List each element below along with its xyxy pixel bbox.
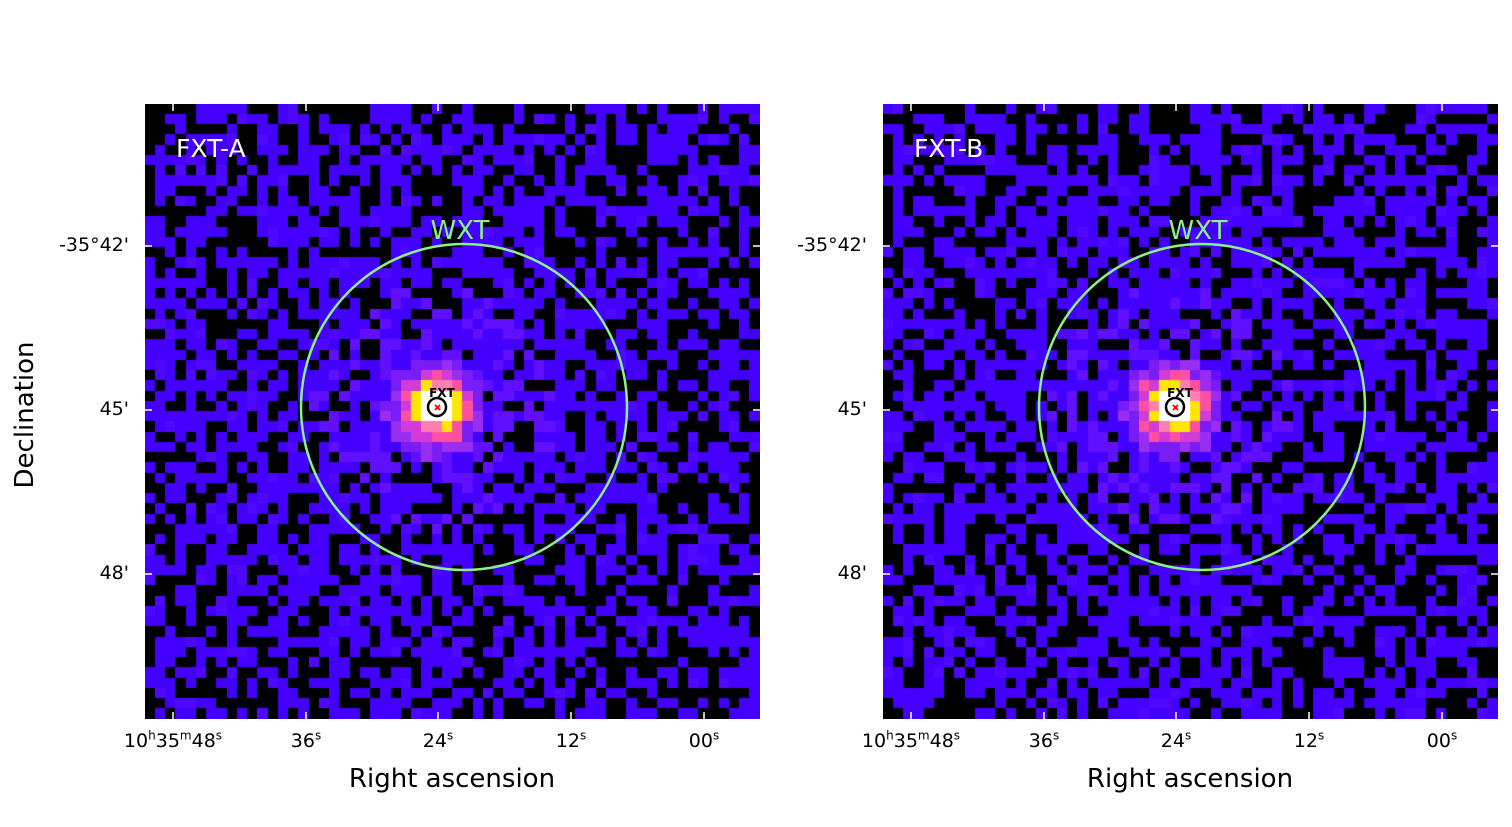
wxt-error-circle [1037,242,1367,572]
dec-tick-a-0: -35°42' [59,234,129,256]
axis-ticks [145,104,760,719]
panel-fxt-a: WXT FXT FXT-A [145,104,760,719]
panel-fxt-b: WXT FXT FXT-B [883,104,1498,719]
ra-seconds-unit: s [1450,728,1458,743]
fxt-position-marker [1172,404,1179,411]
sky-image-fxt-b [883,104,1498,719]
ra-tick-a-1: 36s [291,730,321,752]
dec-tick-a-2: 48' [99,562,129,584]
dec-tick-b-2: 48' [837,562,867,584]
overlay-fxt-b: WXT FXT [883,104,1498,719]
ra-tick-b-2: 24s [1161,730,1191,752]
ra-hours: 10 [861,730,887,752]
ra-seconds-unit: s [215,728,223,743]
ra-seconds-unit: s [579,728,587,743]
ra-tick-b-3: 12s [1294,730,1324,752]
ra-seconds-unit: s [953,728,961,743]
wxt-error-circle [299,242,629,572]
ra-seconds: 36 [290,730,315,752]
x-axis-title-a: Right ascension [348,764,556,794]
ra-tick-b-0: 10h35m48s [862,730,960,752]
fxt-position-marker [434,404,441,411]
ra-minutes: 35 [155,730,180,752]
y-axis-title: Declination [10,341,40,489]
fxt-circle-label: FXT [429,386,455,400]
ra-seconds: 00 [688,730,713,752]
ra-minutes-unit: m [917,728,930,743]
ra-seconds: 12 [1293,730,1318,752]
wxt-circle-label: WXT [431,216,490,246]
ra-tick-a-4: 00s [689,730,719,752]
panel-label-fxt-a: FXT-A [176,134,246,163]
wxt-circle-label: WXT [1169,216,1228,246]
ra-seconds-unit: s [314,728,322,743]
fxt-error-circle [1164,396,1186,418]
dec-tick-b-1: 45' [837,398,867,420]
ra-seconds: 00 [1426,730,1451,752]
ra-seconds-unit: s [1184,728,1192,743]
ra-seconds: 48 [929,730,954,752]
ra-tick-a-3: 12s [556,730,586,752]
ra-seconds: 12 [555,730,580,752]
ra-tick-a-0: 10h35m48s [124,730,222,752]
dec-tick-b-0: -35°42' [797,234,867,256]
axis-ticks [883,104,1498,719]
ra-hours-unit: h [148,728,156,743]
ra-seconds: 24 [422,730,447,752]
ra-tick-b-1: 36s [1029,730,1059,752]
sky-image-fxt-a [145,104,760,719]
ra-seconds-unit: s [1317,728,1325,743]
fxt-circle-label: FXT [1167,386,1193,400]
dec-tick-a-1: 45' [99,398,129,420]
ra-hours-unit: h [886,728,894,743]
x-axis-title-b: Right ascension [1086,764,1294,794]
ra-minutes: 35 [893,730,918,752]
ra-seconds-unit: s [1052,728,1060,743]
ra-seconds: 48 [191,730,216,752]
overlay-fxt-a: WXT FXT [145,104,760,719]
ra-tick-a-2: 24s [423,730,453,752]
ra-seconds: 36 [1028,730,1053,752]
ra-tick-b-4: 00s [1427,730,1457,752]
ra-hours: 10 [123,730,149,752]
panel-label-fxt-b: FXT-B [914,134,984,163]
ra-seconds-unit: s [712,728,720,743]
fxt-error-circle [426,396,448,418]
ra-seconds: 24 [1160,730,1185,752]
ra-seconds-unit: s [446,728,454,743]
ra-minutes-unit: m [179,728,192,743]
